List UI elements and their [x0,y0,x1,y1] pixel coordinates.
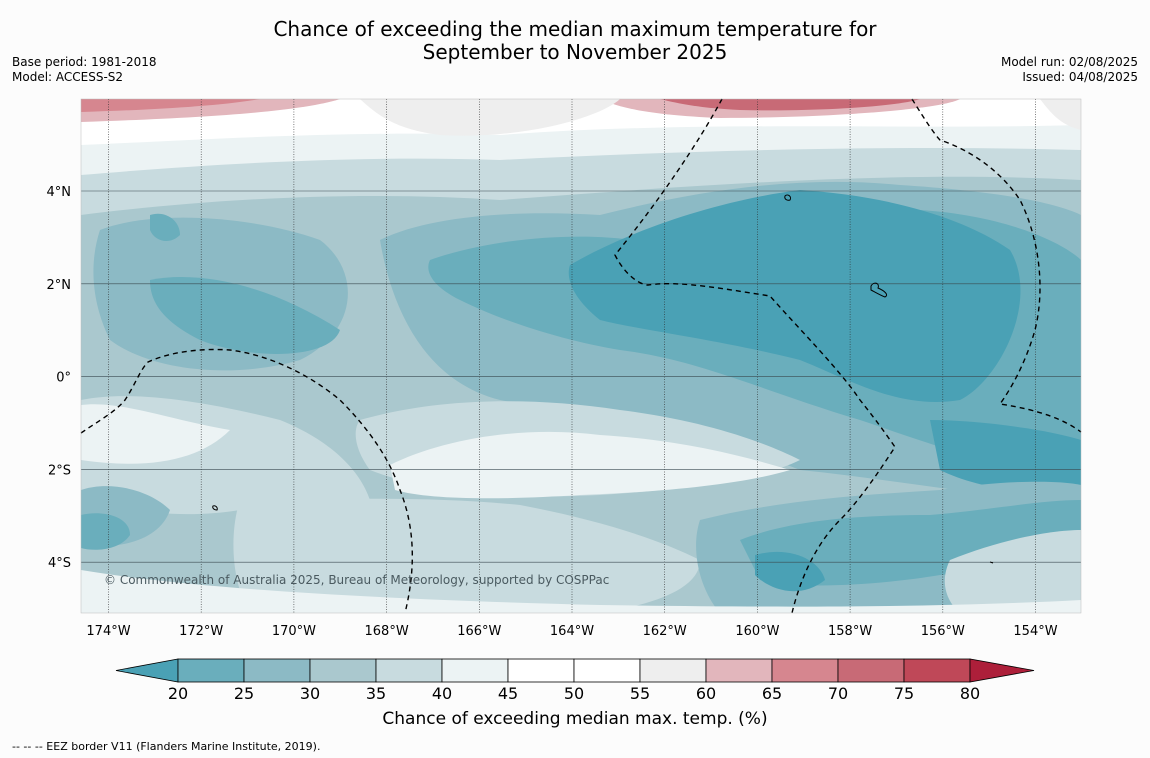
copyright-notice: © Commonwealth of Australia 2025, Bureau… [104,573,609,587]
colorbar-segment [903,658,971,683]
colorbar-tick-label: 65 [762,684,782,703]
eez-borders [80,98,1082,614]
base-period: Base period: 1981-2018 [12,55,157,69]
colorbar-label: Chance of exceeding median max. temp. (%… [382,709,768,729]
colorbar-tick-label: 35 [366,684,386,703]
title-line-2: September to November 2025 [422,40,728,64]
latitude-label: 0° [56,371,71,386]
longitude-label: 156°W [921,624,965,639]
meta-right: Model run: 02/08/2025 Issued: 04/08/2025 [1001,55,1138,85]
colorbar-tick-label: 30 [300,684,320,703]
longitude-label: 166°W [457,624,501,639]
latitude-label: 4°N [47,185,72,200]
latitude-labels: 4°N 2°N 0° 2°S 4°S [47,185,72,571]
colorbar-segment [375,658,443,683]
longitude-labels: 174°W 172°W 170°W 168°W 166°W 164°W 162°W 160°W… [86,624,1057,639]
issued-date: Issued: 04/08/2025 [1022,70,1138,84]
latitude-label: 2°N [47,278,72,293]
longitude-label: 174°W [86,624,130,639]
colorbar-tick-label: 40 [432,684,452,703]
longitude-label: 154°W [1013,624,1057,639]
colorbar-segment [837,658,905,683]
islands [212,194,994,564]
colorbar-tick-label: 50 [564,684,584,703]
colorbar-tick-label: 80 [960,684,980,703]
longitude-label: 172°W [179,624,223,639]
colorbar-tick-label: 70 [828,684,848,703]
title-line-1: Chance of exceeding the median maximum t… [273,17,877,41]
colorbar-segment [771,658,839,683]
colorbar-over-arrow [969,658,1035,683]
colorbar-under-arrow [115,658,179,683]
model-run: Model run: 02/08/2025 [1000,55,1138,69]
colorbar: 20 25 30 35 40 45 50 55 60 65 70 75 80 [115,658,1035,703]
colorbar-tick-label: 75 [894,684,914,703]
longitude-label: 162°W [643,624,687,639]
longitude-label: 164°W [550,624,594,639]
graticule [81,99,1081,613]
colorbar-tick-label: 55 [630,684,650,703]
colorbar-segment [441,658,509,683]
longitude-label: 160°W [735,624,779,639]
colorbar-segment [243,658,311,683]
longitude-label: 168°W [365,624,409,639]
model-name: Model: ACCESS-S2 [12,70,124,84]
colorbar-segment [507,658,575,683]
longitude-label: 170°W [272,624,316,639]
probability-field [81,99,1081,613]
colorbar-segment [573,658,641,683]
latitude-label: 4°S [48,556,71,571]
colorbar-segment [639,658,707,683]
latitude-label: 2°S [48,463,71,478]
meta-left: Base period: 1981-2018 Model: ACCESS-S2 [12,55,157,85]
map-title: Chance of exceeding the median maximum t… [0,18,1150,64]
colorbar-segment [705,658,773,683]
colorbar-tick-label: 45 [498,684,518,703]
colorbar-tick-label: 20 [168,684,188,703]
map-frame [80,98,1082,614]
colorbar-tick-label: 25 [234,684,254,703]
colorbar-segment [309,658,377,683]
colorbar-segment [177,658,245,683]
eez-legend-note: -- -- -- EEZ border V11 (Flanders Marine… [12,740,321,753]
colorbar-tick-label: 60 [696,684,716,703]
longitude-label: 158°W [828,624,872,639]
